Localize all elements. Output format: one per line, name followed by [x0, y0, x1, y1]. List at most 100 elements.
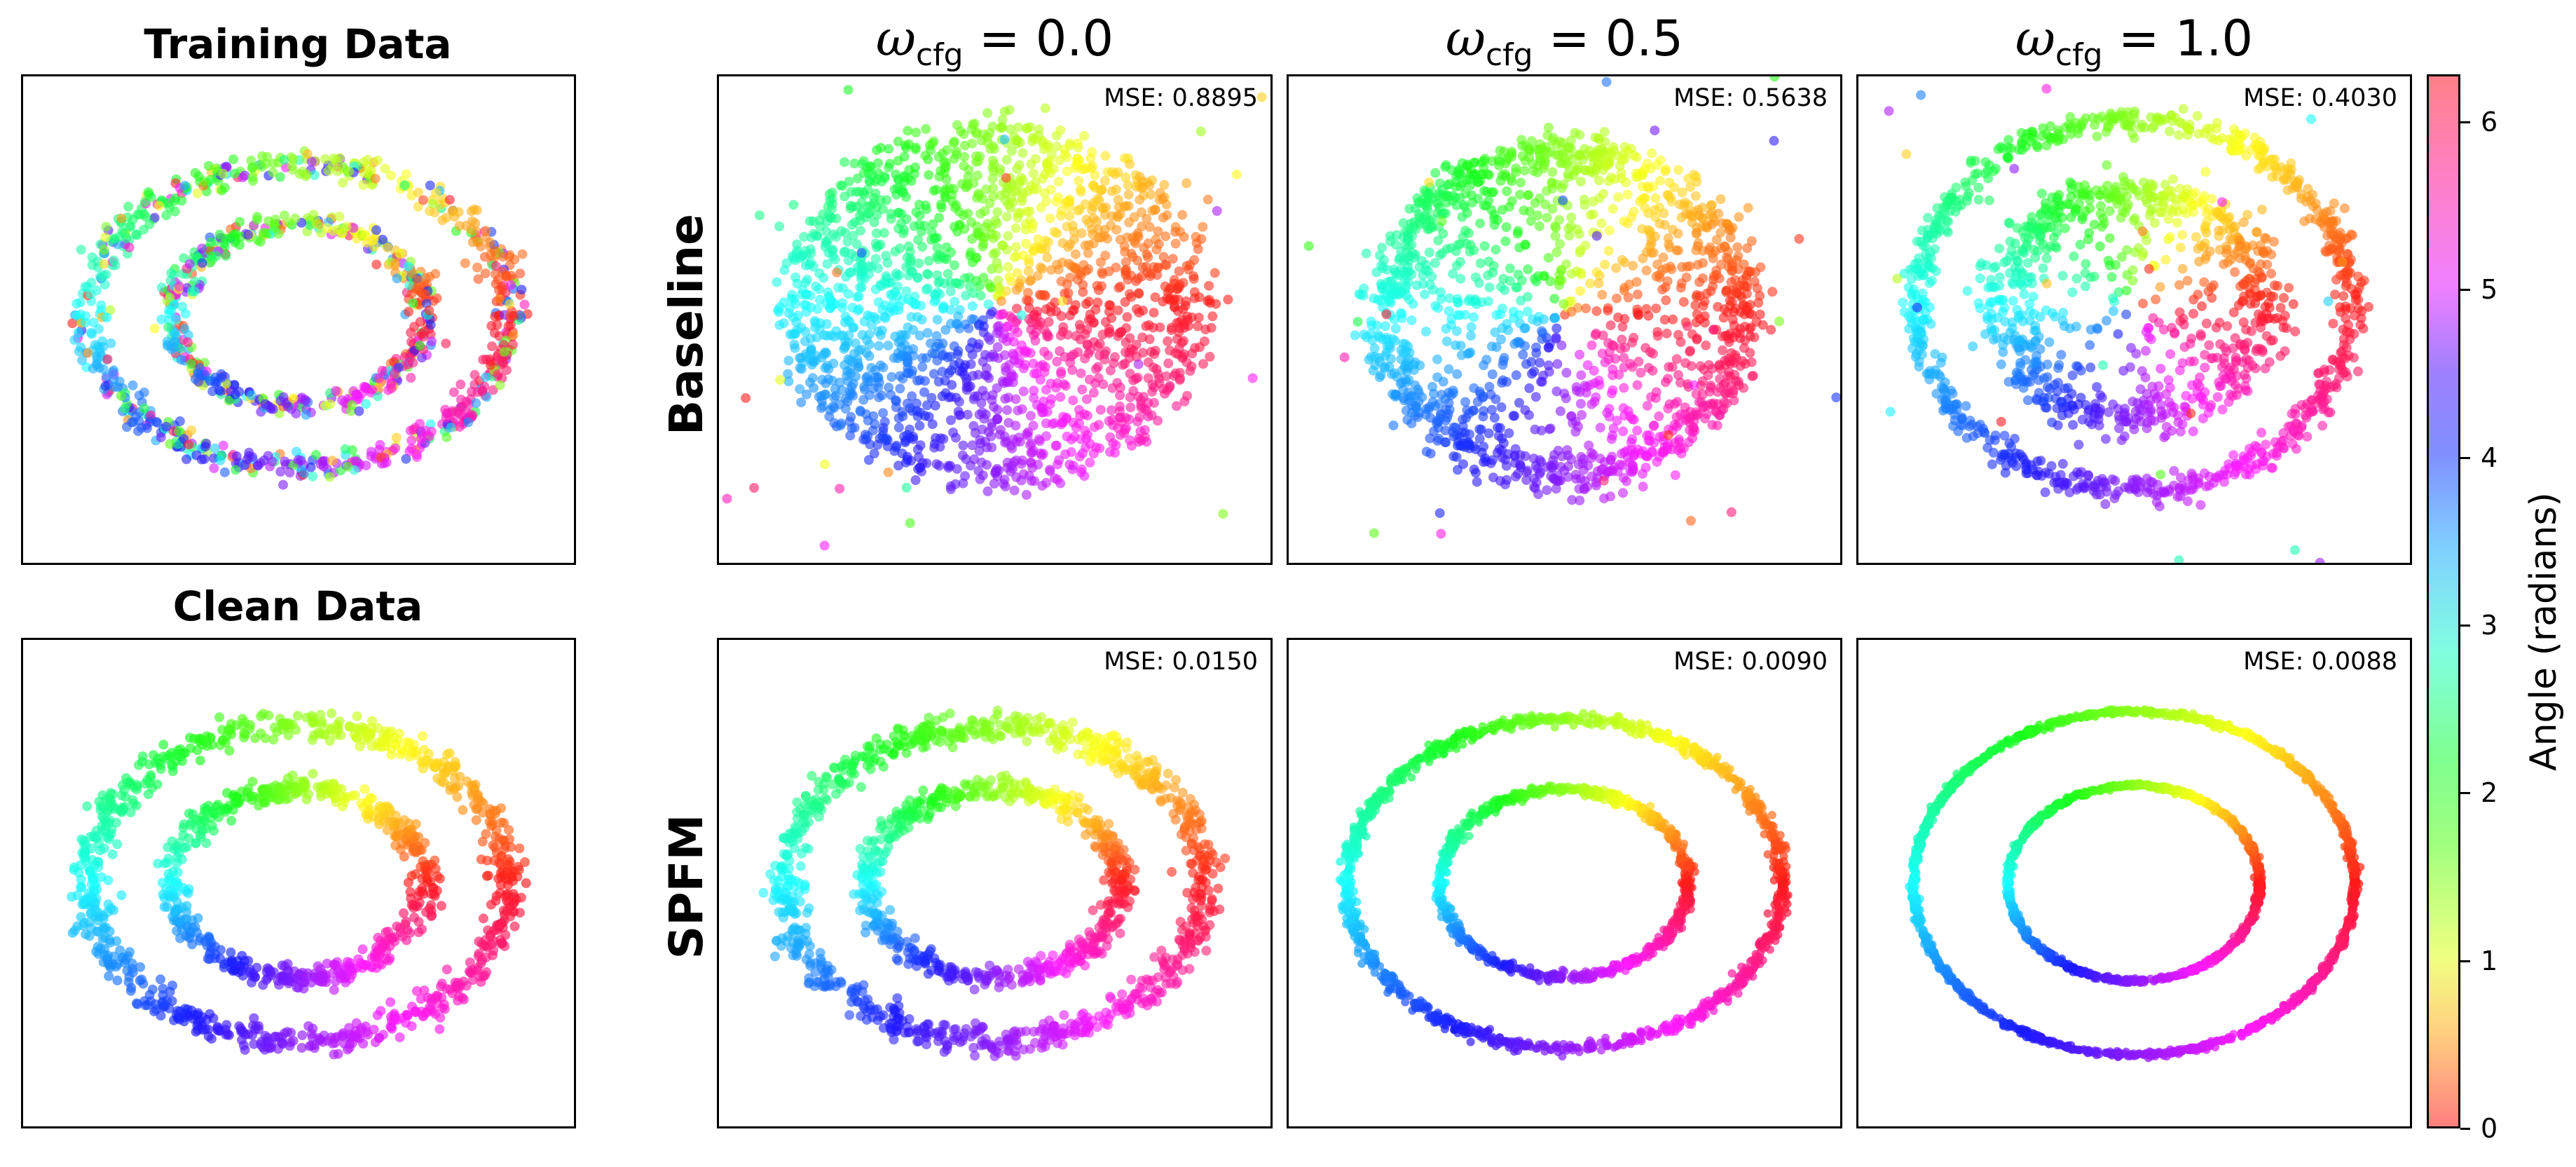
scatter-point: [985, 198, 995, 209]
scatter-point: [1619, 472, 1629, 483]
scatter-point: [1223, 294, 1233, 305]
scatter-point: [854, 291, 864, 301]
scatter-point: [1200, 325, 1211, 334]
scatter-point: [494, 294, 505, 304]
scatter-point: [812, 303, 823, 314]
scatter-point: [806, 257, 816, 268]
scatter-point: [496, 817, 507, 828]
scatter-point: [183, 888, 193, 899]
scatter-point: [941, 157, 951, 168]
scatter-point: [1085, 457, 1095, 468]
scatter-point: [1076, 368, 1086, 378]
scatter-point: [1085, 163, 1096, 174]
scatter-point: [1039, 188, 1050, 198]
scatter-point: [919, 387, 929, 397]
scatter-point: [502, 860, 512, 870]
scatter-point: [1041, 304, 1051, 315]
scatter-point: [195, 756, 205, 766]
scatter-point: [1664, 177, 1675, 188]
scatter-point: [952, 464, 962, 475]
scatter-point: [992, 342, 1003, 353]
scatter-point: [1256, 92, 1267, 102]
scatter-point: [884, 382, 894, 393]
scatter-point: [493, 285, 504, 295]
scatter-point: [1121, 172, 1131, 182]
scatter-point: [1006, 369, 1017, 379]
scatter-point: [1115, 430, 1125, 440]
scatter-point: [879, 228, 889, 238]
scatter-point: [1149, 308, 1159, 318]
scatter-point: [1369, 343, 1380, 354]
scatter-point: [1183, 264, 1193, 275]
scatter-point: [184, 439, 193, 450]
scatter-point: [1027, 136, 1037, 146]
scatter-point: [451, 981, 462, 990]
scatter-point: [1139, 392, 1149, 402]
scatter-point: [347, 400, 357, 410]
scatter-point: [940, 388, 951, 398]
scatter-point: [914, 421, 925, 431]
scatter-point: [497, 938, 507, 948]
scatter-point: [154, 200, 164, 211]
scatter-point: [1015, 437, 1025, 447]
scatter-point: [481, 828, 491, 839]
scatter-point: [1035, 361, 1046, 371]
scatter-point: [886, 214, 896, 224]
scatter-point: [1150, 205, 1160, 215]
scatter-point: [184, 808, 194, 819]
scatter-point: [868, 425, 878, 436]
scatter-point: [507, 339, 518, 350]
scatter-point: [468, 781, 479, 791]
scatter-point: [392, 273, 402, 284]
scatter-point: [967, 440, 978, 451]
scatter-point: [214, 1025, 224, 1036]
scatter-point: [268, 158, 279, 169]
scatter-point: [882, 258, 893, 268]
scatter-point: [419, 744, 430, 755]
scatter-point: [135, 962, 146, 972]
scatter-point: [992, 414, 1003, 424]
scatter-point: [921, 353, 931, 363]
scatter-point: [937, 367, 947, 377]
scatter-point: [196, 454, 207, 465]
scatter-point: [235, 217, 245, 227]
scatter-point: [772, 277, 782, 287]
scatter-point: [301, 971, 312, 981]
scatter-point: [1174, 323, 1185, 333]
scatter-point: [1120, 296, 1130, 307]
scatter-point: [224, 746, 235, 756]
scatter-point: [1125, 392, 1135, 402]
scatter-point: [1043, 142, 1053, 152]
scatter-point: [168, 866, 179, 877]
scatter-point: [159, 892, 170, 903]
scatter-point: [270, 1031, 281, 1042]
scatter-point: [779, 265, 790, 275]
scatter-point: [1106, 220, 1116, 231]
scatter-point: [502, 880, 513, 890]
scatter-point: [869, 449, 879, 458]
scatter-point: [1063, 242, 1074, 252]
scatter-point: [473, 951, 484, 962]
scatter-point: [181, 901, 192, 911]
scatter-point: [873, 297, 884, 308]
scatter-point: [214, 712, 224, 723]
scatter-point: [1115, 281, 1125, 292]
scatter-point: [917, 362, 928, 372]
scatter-point: [104, 818, 114, 828]
scatter-point: [1006, 146, 1017, 156]
scatter-point: [903, 125, 913, 136]
scatter-point: [868, 383, 879, 394]
scatter-point: [206, 238, 216, 248]
scatter-point: [156, 974, 165, 985]
scatter-point: [255, 237, 266, 247]
scatter-point: [1767, 287, 1778, 297]
scatter-point: [224, 395, 234, 406]
scatter-point: [1056, 205, 1067, 216]
scatter-point: [1739, 343, 1749, 353]
scatter-point: [949, 341, 959, 351]
scatter-point: [861, 373, 872, 383]
scatter-point: [1062, 221, 1072, 232]
scatter-point: [840, 404, 851, 414]
scatter-point: [1104, 328, 1114, 339]
scatter-point: [910, 144, 921, 155]
